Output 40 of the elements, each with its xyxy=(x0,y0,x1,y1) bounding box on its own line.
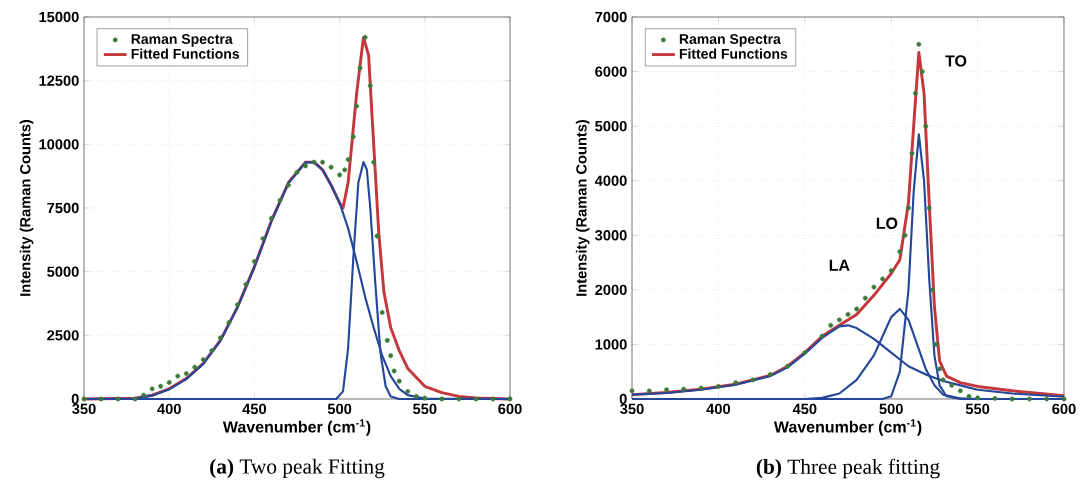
annotation: TO xyxy=(945,55,967,67)
y-tick-label: 2500 xyxy=(47,330,79,341)
y-tick-label: 12500 xyxy=(39,75,79,86)
x-tick-label: 550 xyxy=(965,403,990,415)
y-tick-label: 7000 xyxy=(595,11,627,23)
y-tick-label: 10000 xyxy=(39,139,79,150)
text: (a) Two peak Fitting xyxy=(210,458,385,479)
x-tick-label: 600 xyxy=(498,403,522,415)
x-tick-label: 500 xyxy=(879,403,903,415)
text: (b) Three peak fitting xyxy=(756,458,940,479)
y-axis-title: Intensity (Raman Counts) xyxy=(575,119,590,296)
x-tick-label: 450 xyxy=(792,403,817,415)
x-tick-label: 500 xyxy=(327,403,352,415)
legend-label: Fitted Functions xyxy=(679,48,788,59)
x-tick-label: 350 xyxy=(620,403,644,415)
legend-label: Fitted Functions xyxy=(131,48,240,59)
y-tick-label: 2000 xyxy=(595,284,627,296)
x-axis-title: Wavenumber (cm$^{-1}$) xyxy=(222,419,371,436)
y-tick-label: 3000 xyxy=(595,230,627,241)
x-tick-label: 550 xyxy=(413,403,437,415)
x-tick-label: 350 xyxy=(72,403,96,415)
y-tick-label: 5000 xyxy=(595,120,627,132)
x-axis-title: Wavenumber (cm$^{-1}$) xyxy=(773,419,922,436)
annotation: LA xyxy=(829,259,850,271)
y-tick-label: 6000 xyxy=(595,66,627,77)
legend-label: Raman Spectra xyxy=(131,34,233,47)
legend-label: Raman Spectra xyxy=(679,34,781,47)
y-tick-label: 15000 xyxy=(39,11,79,23)
y-tick-label: 1000 xyxy=(595,339,627,350)
x-tick-label: 400 xyxy=(706,403,731,415)
y-tick-label: 5000 xyxy=(47,266,79,277)
y-tick-label: 0 xyxy=(71,393,79,405)
y-tick-label: 4000 xyxy=(594,175,627,186)
annotation: LO xyxy=(876,217,898,229)
y-tick-label: 0 xyxy=(619,393,627,405)
y-tick-label: 7500 xyxy=(47,202,79,214)
x-tick-label: 600 xyxy=(1052,403,1076,415)
y-axis-title: Intensity (Raman Counts) xyxy=(19,119,34,296)
x-tick-label: 400 xyxy=(157,403,181,415)
x-tick-label: 450 xyxy=(242,403,267,415)
